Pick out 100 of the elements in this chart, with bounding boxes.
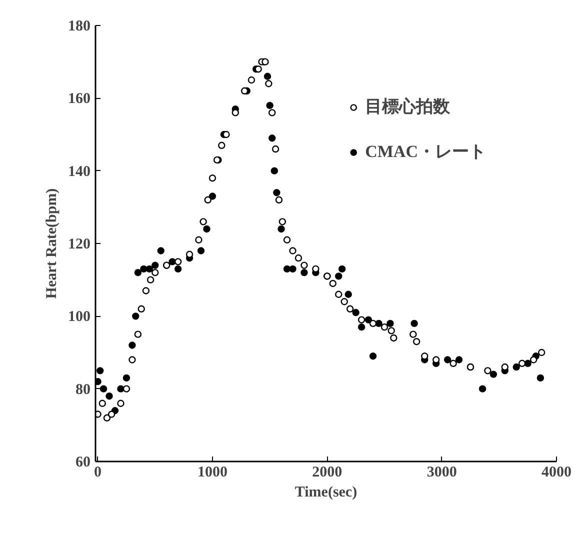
point bbox=[268, 109, 276, 116]
point bbox=[106, 392, 113, 400]
point bbox=[232, 109, 240, 116]
point bbox=[512, 363, 520, 371]
point bbox=[254, 66, 262, 73]
y-axis-title: Heart Rate(bpm) bbox=[44, 188, 60, 299]
point bbox=[294, 254, 302, 262]
point bbox=[340, 298, 348, 306]
point bbox=[273, 189, 280, 196]
point bbox=[195, 236, 202, 244]
point bbox=[128, 342, 136, 349]
point bbox=[134, 330, 142, 338]
point bbox=[117, 400, 124, 407]
point bbox=[278, 225, 285, 233]
point bbox=[152, 268, 159, 276]
point bbox=[96, 378, 102, 386]
point bbox=[248, 76, 256, 84]
point bbox=[358, 323, 366, 331]
point bbox=[344, 290, 352, 298]
x-tick-label: 4000 bbox=[542, 464, 572, 480]
point bbox=[218, 142, 226, 149]
point bbox=[186, 250, 194, 258]
x-tick-label: 0 bbox=[94, 464, 102, 480]
point bbox=[203, 225, 210, 233]
point bbox=[200, 218, 207, 226]
point bbox=[450, 360, 457, 367]
point bbox=[268, 134, 276, 142]
point bbox=[117, 385, 124, 392]
point bbox=[283, 236, 291, 244]
point bbox=[264, 72, 272, 80]
point bbox=[444, 356, 452, 364]
point bbox=[204, 196, 212, 204]
point bbox=[388, 327, 395, 334]
point bbox=[134, 268, 142, 276]
point bbox=[146, 265, 153, 273]
point bbox=[197, 247, 205, 254]
x-tick-label: 3000 bbox=[426, 464, 457, 480]
y-tick-label: 80 bbox=[76, 382, 90, 398]
point bbox=[300, 268, 308, 276]
point bbox=[122, 385, 130, 392]
point bbox=[132, 312, 140, 320]
point bbox=[146, 276, 154, 284]
point bbox=[100, 385, 108, 392]
point bbox=[208, 174, 216, 182]
point bbox=[518, 360, 526, 367]
point bbox=[174, 258, 182, 266]
point bbox=[369, 352, 377, 360]
point bbox=[266, 102, 274, 110]
point bbox=[536, 374, 544, 382]
point bbox=[369, 320, 377, 328]
point bbox=[278, 218, 286, 226]
point bbox=[140, 265, 148, 273]
point bbox=[157, 247, 164, 254]
point bbox=[380, 323, 388, 331]
y-tick-label: 120 bbox=[68, 236, 90, 252]
point bbox=[490, 370, 498, 378]
point bbox=[283, 265, 291, 273]
x-tick-label: 2000 bbox=[312, 464, 342, 480]
point bbox=[272, 145, 280, 153]
point bbox=[410, 330, 417, 338]
point bbox=[335, 272, 342, 280]
point bbox=[364, 316, 372, 324]
point bbox=[103, 414, 111, 422]
point bbox=[128, 356, 136, 364]
point bbox=[222, 130, 230, 138]
point bbox=[455, 356, 463, 364]
point bbox=[538, 348, 546, 356]
y-tick-label: 180 bbox=[68, 18, 90, 34]
point bbox=[346, 305, 354, 312]
point bbox=[138, 305, 145, 312]
point bbox=[524, 360, 532, 367]
point bbox=[174, 265, 182, 273]
point bbox=[338, 265, 346, 273]
point bbox=[335, 290, 342, 298]
point bbox=[265, 80, 272, 88]
x-axis-title: Time(sec) bbox=[294, 484, 358, 500]
point bbox=[375, 320, 382, 328]
legend-label: CMAC・レート bbox=[365, 141, 486, 163]
point bbox=[142, 287, 150, 294]
point bbox=[270, 167, 278, 174]
point bbox=[412, 338, 420, 346]
point bbox=[410, 320, 418, 328]
y-tick-label: 60 bbox=[76, 454, 90, 470]
point bbox=[329, 280, 336, 288]
y-tick-label: 160 bbox=[68, 91, 90, 108]
point bbox=[152, 262, 159, 269]
y-tick-label: 100 bbox=[68, 309, 90, 326]
point bbox=[289, 247, 296, 254]
point bbox=[484, 367, 492, 374]
point bbox=[530, 356, 538, 364]
point bbox=[390, 334, 398, 342]
point bbox=[478, 385, 486, 392]
point bbox=[386, 320, 394, 328]
point bbox=[96, 367, 104, 374]
point bbox=[352, 308, 360, 316]
y-tick-label: 140 bbox=[68, 164, 90, 180]
point bbox=[275, 196, 283, 204]
point bbox=[98, 400, 106, 407]
point bbox=[122, 374, 130, 382]
point bbox=[208, 192, 216, 200]
